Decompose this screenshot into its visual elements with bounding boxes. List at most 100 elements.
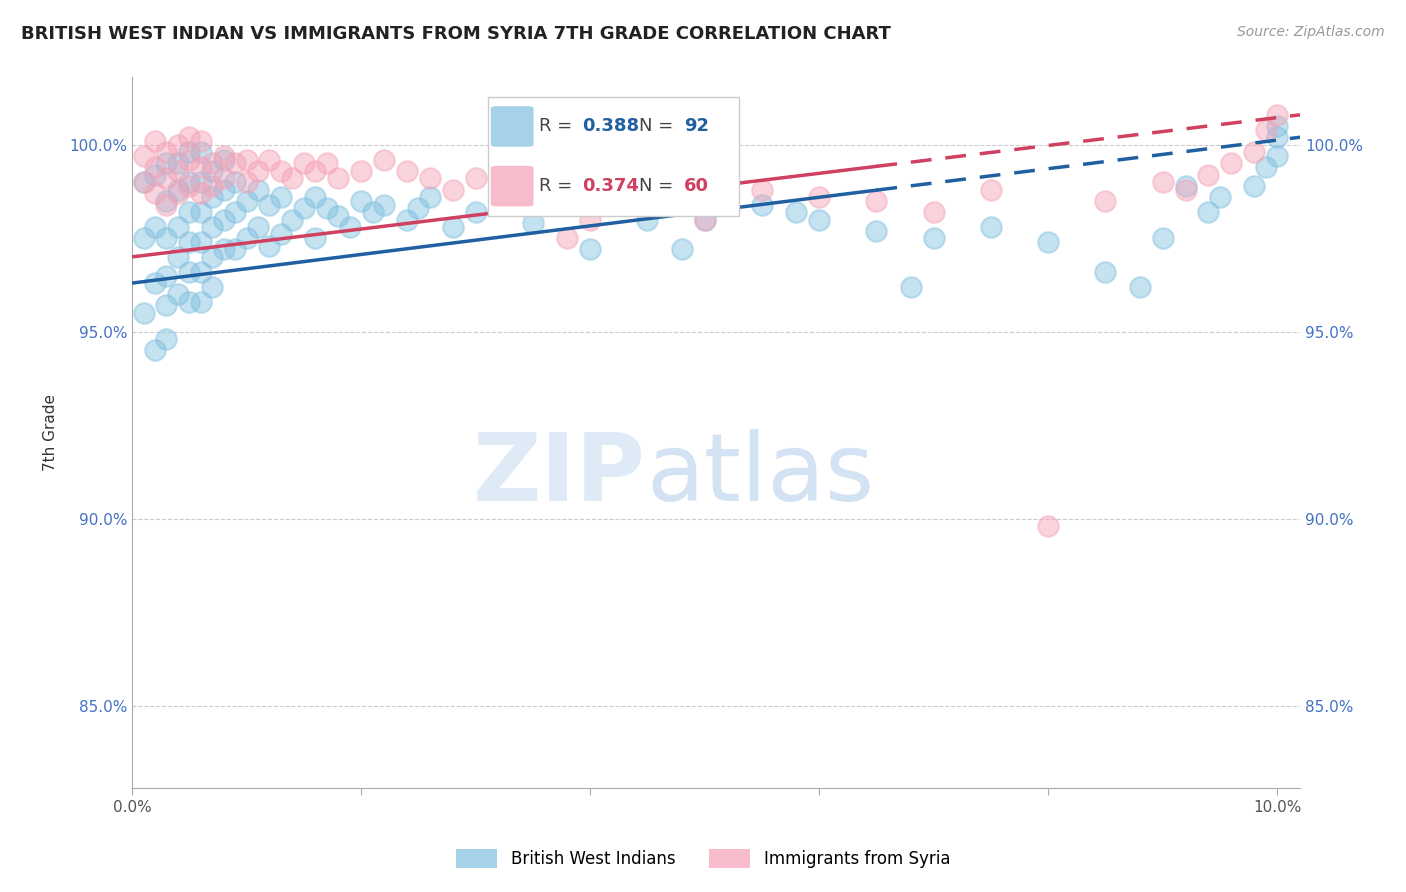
Point — [201, 250, 224, 264]
Point — [636, 212, 658, 227]
Point — [373, 197, 395, 211]
Point — [132, 149, 155, 163]
Point — [212, 149, 235, 163]
Point — [980, 219, 1002, 234]
Point — [1129, 280, 1152, 294]
Point — [179, 178, 201, 193]
Text: ZIP: ZIP — [472, 429, 645, 521]
Point — [602, 171, 624, 186]
Point — [1094, 265, 1116, 279]
Point — [395, 164, 418, 178]
Point — [1265, 119, 1288, 133]
Point — [395, 212, 418, 227]
Point — [1036, 235, 1059, 249]
Point — [304, 164, 326, 178]
Text: Source: ZipAtlas.com: Source: ZipAtlas.com — [1237, 25, 1385, 39]
Point — [155, 171, 177, 186]
Point — [1254, 160, 1277, 174]
Point — [350, 164, 373, 178]
Point — [464, 205, 486, 219]
Point — [201, 190, 224, 204]
Point — [259, 238, 281, 252]
Point — [304, 190, 326, 204]
Point — [132, 231, 155, 245]
Point — [808, 212, 831, 227]
Point — [408, 202, 430, 216]
Point — [441, 183, 464, 197]
Point — [235, 153, 257, 167]
Point — [143, 343, 166, 358]
Point — [212, 183, 235, 197]
Point — [270, 227, 292, 242]
Point — [190, 134, 212, 148]
Point — [143, 219, 166, 234]
Legend: British West Indians, Immigrants from Syria: British West Indians, Immigrants from Sy… — [449, 842, 957, 875]
Point — [636, 183, 658, 197]
Point — [179, 130, 201, 145]
Point — [1197, 168, 1219, 182]
Y-axis label: 7th Grade: 7th Grade — [44, 394, 58, 471]
Point — [1094, 194, 1116, 208]
Point — [270, 164, 292, 178]
Point — [190, 294, 212, 309]
Point — [1197, 205, 1219, 219]
Point — [212, 171, 235, 186]
Point — [270, 190, 292, 204]
Point — [190, 205, 212, 219]
Point — [179, 205, 201, 219]
Point — [167, 186, 190, 201]
Point — [179, 294, 201, 309]
Text: BRITISH WEST INDIAN VS IMMIGRANTS FROM SYRIA 7TH GRADE CORRELATION CHART: BRITISH WEST INDIAN VS IMMIGRANTS FROM S… — [21, 25, 891, 43]
Point — [155, 332, 177, 346]
Point — [1243, 145, 1265, 160]
Point — [155, 197, 177, 211]
Point — [522, 216, 544, 230]
Text: atlas: atlas — [645, 429, 875, 521]
Point — [361, 205, 384, 219]
Point — [1265, 130, 1288, 145]
Point — [602, 197, 624, 211]
Point — [315, 202, 337, 216]
Point — [224, 243, 246, 257]
Point — [167, 287, 190, 301]
Point — [155, 145, 177, 160]
Point — [224, 175, 246, 189]
Point — [1174, 178, 1197, 193]
Point — [167, 250, 190, 264]
Point — [167, 156, 190, 170]
Point — [751, 183, 773, 197]
Point — [235, 175, 257, 189]
Point — [155, 298, 177, 312]
Point — [865, 194, 887, 208]
Point — [155, 194, 177, 208]
Point — [900, 280, 922, 294]
Point — [1174, 183, 1197, 197]
Point — [373, 153, 395, 167]
Point — [315, 156, 337, 170]
Point — [143, 134, 166, 148]
Point — [235, 194, 257, 208]
Point — [167, 164, 190, 178]
Point — [179, 153, 201, 167]
Point — [201, 156, 224, 170]
Point — [179, 265, 201, 279]
Point — [190, 186, 212, 201]
Point — [488, 197, 510, 211]
Point — [201, 280, 224, 294]
Point — [179, 235, 201, 249]
Point — [1243, 178, 1265, 193]
Point — [190, 265, 212, 279]
Point — [155, 231, 177, 245]
Point — [201, 219, 224, 234]
Point — [522, 183, 544, 197]
Point — [292, 156, 315, 170]
Point — [235, 231, 257, 245]
Point — [808, 190, 831, 204]
Point — [143, 168, 166, 182]
Point — [167, 219, 190, 234]
Point — [441, 219, 464, 234]
Point — [190, 175, 212, 189]
Point — [922, 231, 945, 245]
Point — [201, 164, 224, 178]
Point — [259, 153, 281, 167]
